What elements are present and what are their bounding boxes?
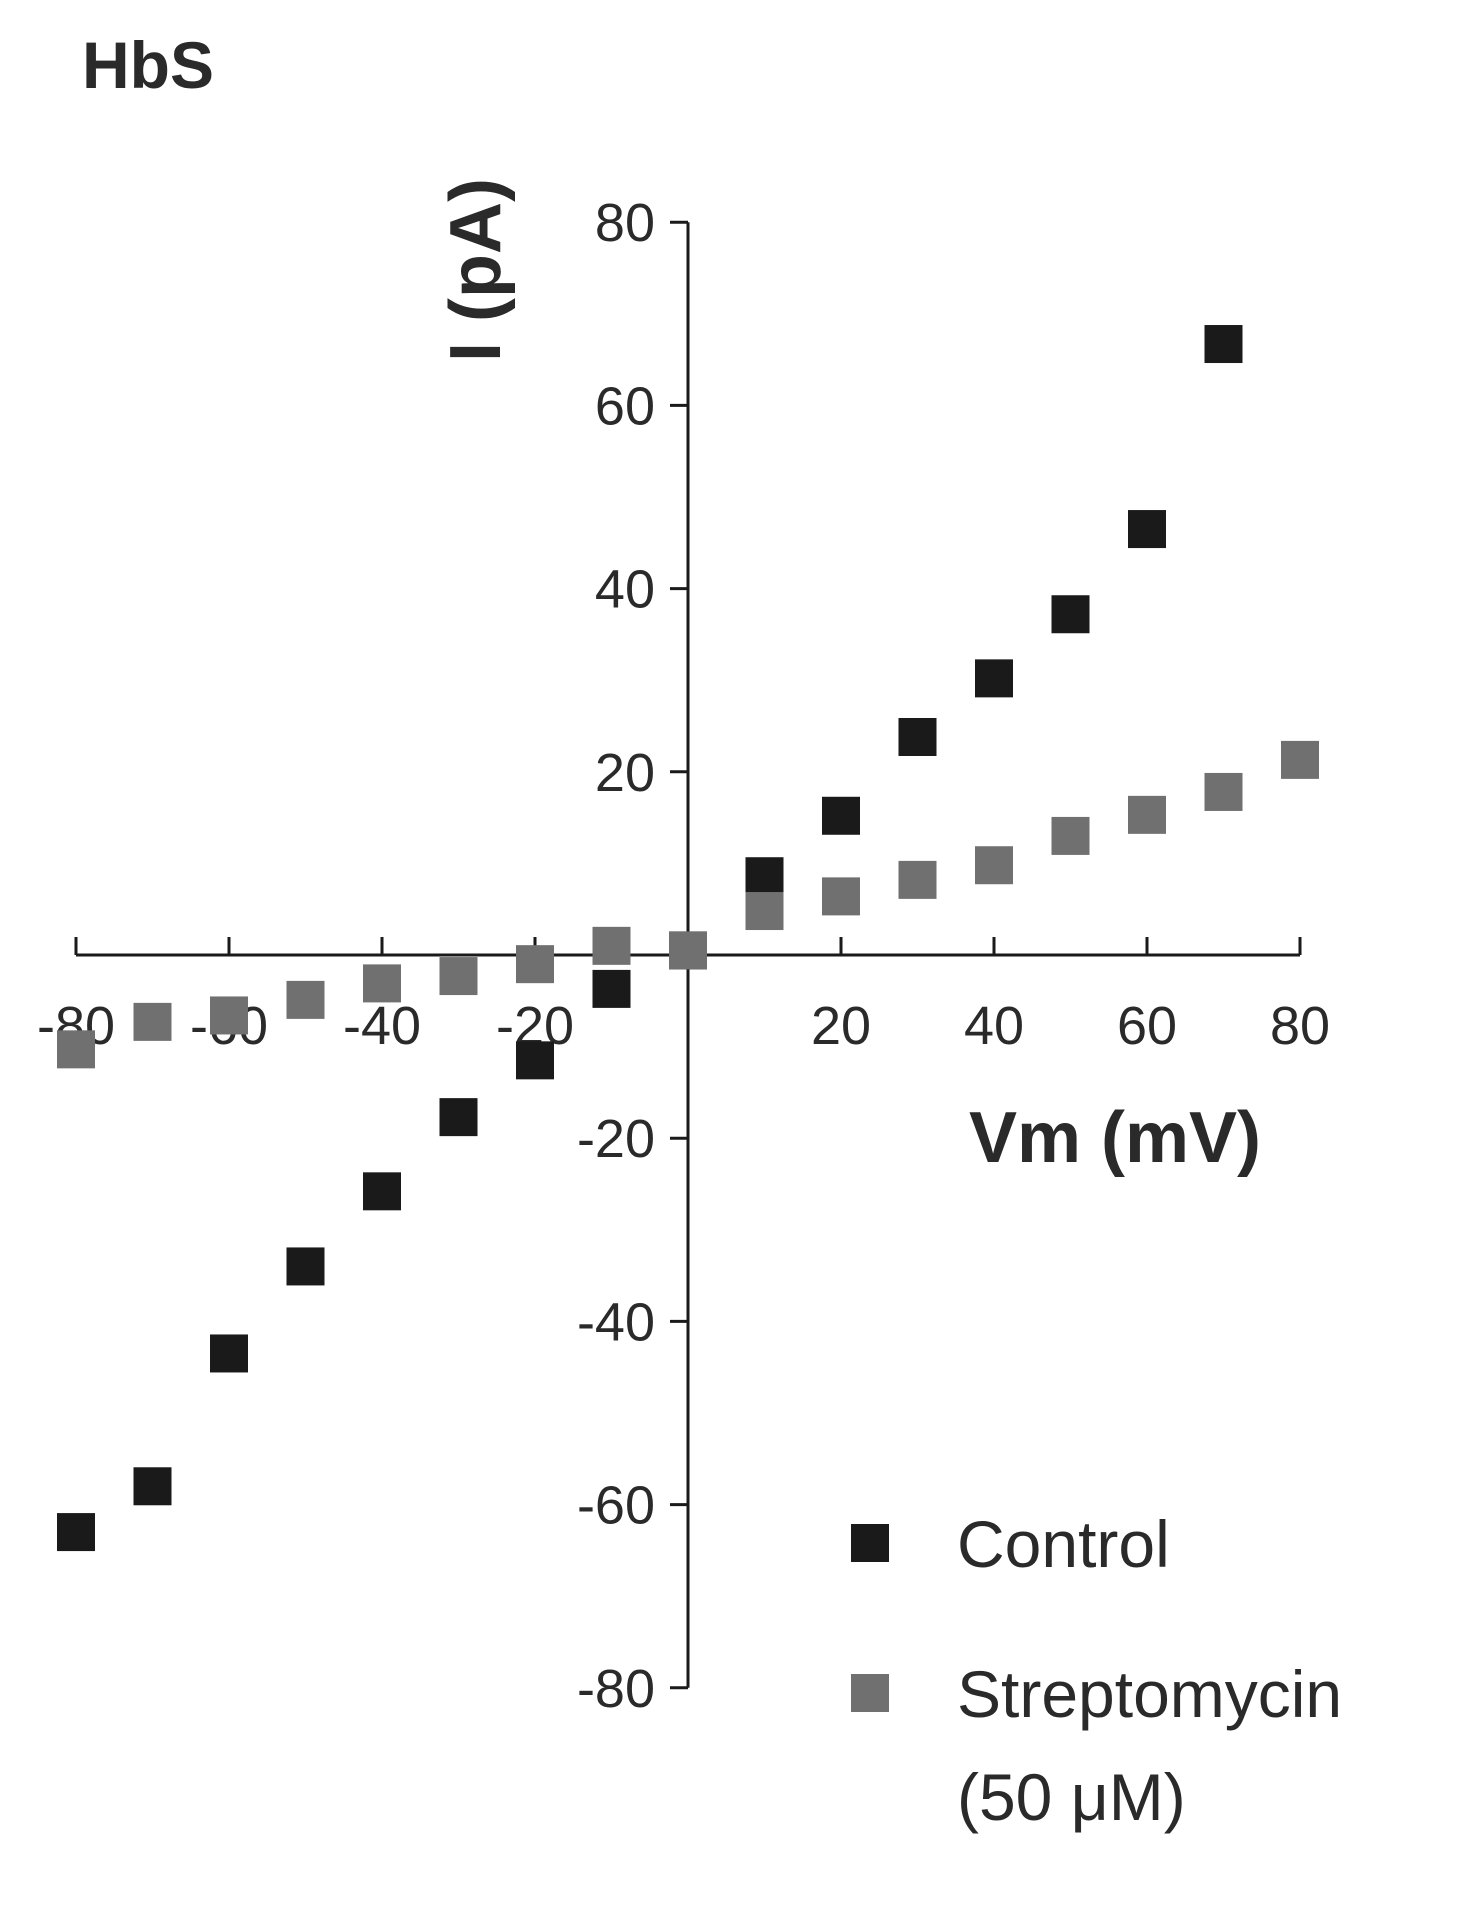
control-point	[286, 1247, 325, 1286]
x-tick-label: 80	[1270, 996, 1330, 1056]
control-point	[210, 1334, 248, 1373]
streptomycin-point	[286, 980, 325, 1019]
control-point	[363, 1172, 401, 1211]
x-tick-label: 40	[964, 996, 1024, 1056]
x-tick-label: 60	[1117, 996, 1177, 1056]
control-point	[592, 969, 631, 1008]
streptomycin-point	[1281, 740, 1319, 779]
control-point	[57, 1513, 95, 1552]
y-tick-labels: 80 60 40 20 -20 -40 -60 -80	[577, 193, 655, 1719]
y-tick-label: -80	[577, 1659, 655, 1719]
streptomycin-point	[898, 860, 937, 899]
y-tick-label: 60	[595, 376, 655, 436]
streptomycin-point	[1128, 795, 1166, 834]
streptomycin-point	[133, 1002, 172, 1041]
streptomycin-point	[439, 957, 478, 996]
streptomycin-point	[822, 877, 860, 916]
streptomycin-point	[669, 931, 707, 970]
streptomycin-point	[516, 945, 554, 984]
legend-label: Streptomycin	[957, 1657, 1342, 1731]
control-point	[898, 717, 937, 756]
control-point	[516, 1041, 554, 1080]
legend-marker-streptomycin	[851, 1674, 889, 1712]
data-points	[57, 325, 1319, 1552]
streptomycin-point	[363, 964, 401, 1003]
y-tick-label: -60	[577, 1476, 655, 1536]
control-point	[745, 857, 784, 896]
control-point	[1204, 325, 1243, 364]
y-tick-label: -20	[577, 1109, 655, 1169]
y-tick-label: -40	[577, 1292, 655, 1352]
x-axis-title: Vm (mV)	[969, 1098, 1261, 1178]
control-point	[1051, 595, 1090, 634]
control-point	[1128, 510, 1166, 549]
y-tick-label: 40	[595, 560, 655, 620]
legend: Control Streptomycin (50 μM)	[851, 1507, 1342, 1834]
control-point	[439, 1098, 478, 1137]
control-point	[822, 796, 860, 835]
streptomycin-point	[745, 892, 784, 931]
control-point	[975, 659, 1013, 698]
panel-label: HbS	[82, 28, 214, 102]
legend-marker-control	[851, 1524, 889, 1562]
x-tick-label: 20	[811, 996, 871, 1056]
x-tick-label: -40	[343, 996, 421, 1056]
streptomycin-point	[1204, 772, 1243, 811]
legend-label: Control	[957, 1507, 1170, 1581]
streptomycin-point	[592, 926, 631, 965]
streptomycin-point	[210, 996, 248, 1035]
streptomycin-point	[975, 846, 1013, 885]
y-tick-label: 80	[595, 193, 655, 253]
legend-label: (50 μM)	[957, 1760, 1186, 1834]
control-point	[133, 1467, 172, 1506]
streptomycin-point	[1051, 816, 1090, 855]
y-tick-label: 20	[595, 743, 655, 803]
y-axis-title: I (pA)	[436, 178, 516, 362]
streptomycin-point	[57, 1030, 95, 1069]
